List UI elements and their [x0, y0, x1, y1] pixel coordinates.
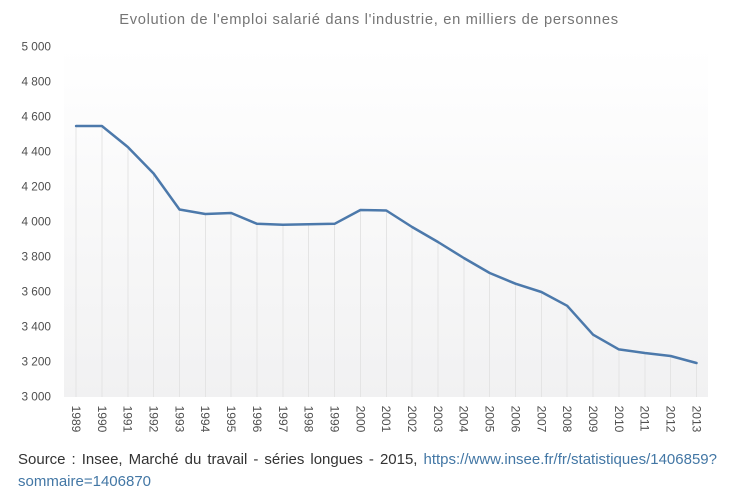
svg-text:2005: 2005 [483, 406, 497, 433]
svg-text:4 200: 4 200 [21, 180, 51, 194]
svg-text:1996: 1996 [250, 406, 264, 433]
svg-text:4 800: 4 800 [21, 75, 51, 89]
svg-text:1999: 1999 [328, 406, 342, 433]
svg-text:2011: 2011 [638, 406, 652, 432]
svg-text:1997: 1997 [276, 406, 290, 433]
svg-text:1989: 1989 [69, 406, 83, 433]
svg-text:1998: 1998 [302, 406, 316, 433]
svg-text:3 600: 3 600 [21, 285, 51, 299]
svg-text:1995: 1995 [224, 406, 238, 433]
svg-text:4 600: 4 600 [21, 110, 51, 124]
svg-text:3 000: 3 000 [21, 390, 51, 404]
svg-text:1991: 1991 [121, 406, 135, 433]
svg-text:2006: 2006 [508, 406, 522, 433]
svg-text:2000: 2000 [353, 406, 367, 433]
svg-text:3 400: 3 400 [21, 320, 51, 334]
svg-text:2009: 2009 [586, 406, 600, 433]
svg-text:2003: 2003 [431, 406, 445, 433]
svg-text:3 200: 3 200 [21, 355, 51, 369]
svg-text:2010: 2010 [612, 406, 626, 433]
svg-text:2007: 2007 [534, 406, 548, 433]
svg-text:5 000: 5 000 [21, 40, 51, 54]
svg-text:1994: 1994 [198, 406, 212, 433]
svg-text:2013: 2013 [689, 406, 703, 433]
svg-text:1993: 1993 [172, 406, 186, 433]
svg-text:2008: 2008 [560, 406, 574, 433]
svg-text:4 000: 4 000 [21, 215, 51, 229]
svg-text:2001: 2001 [379, 406, 393, 433]
svg-text:3 800: 3 800 [21, 250, 51, 264]
svg-text:1992: 1992 [147, 406, 161, 433]
svg-text:2012: 2012 [664, 406, 678, 433]
svg-text:4 400: 4 400 [21, 145, 51, 159]
svg-text:2004: 2004 [457, 406, 471, 433]
svg-text:1990: 1990 [95, 406, 109, 433]
svg-text:2002: 2002 [405, 406, 419, 433]
